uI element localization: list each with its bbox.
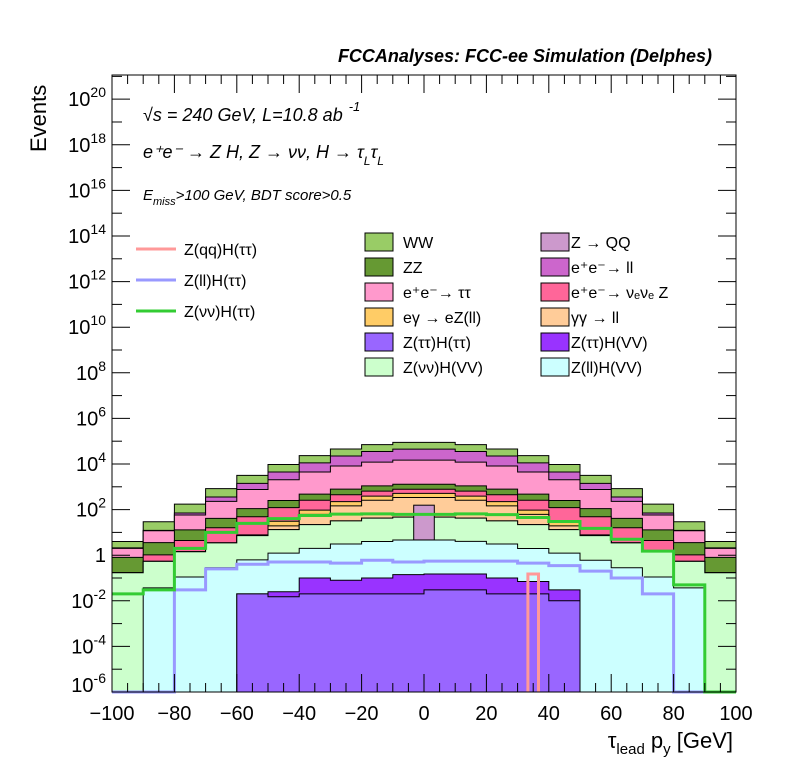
process-mid: τ <box>370 142 378 162</box>
legend-fill-swatch <box>540 282 570 302</box>
x-tick-label: 40 <box>538 703 560 725</box>
x-tick-label: 0 <box>418 703 429 725</box>
legend-fill-swatch <box>364 332 394 352</box>
sqrt-symbol: √ <box>143 105 153 125</box>
legend-fill-label: Z(νν)H(VV) <box>403 360 483 377</box>
annotation-process: e⁺e⁻ → Z H, Z → νν, H → τLτL <box>143 142 384 168</box>
y-tick-label: 1014 <box>68 221 106 248</box>
axis-ticks: −100 −80 −60 −40 −20 0 20 40 60 80 100 1020 1018 1016… <box>68 75 753 725</box>
line-z-ll-h- <box>112 558 736 694</box>
y-tick-label: 1018 <box>68 130 106 157</box>
x-tick-label: −40 <box>282 703 316 725</box>
legend-fill-swatch <box>364 232 394 252</box>
y-tick-label: 1020 <box>68 84 106 111</box>
y-tick-label: 1012 <box>68 267 106 294</box>
legend-fill-swatch <box>364 282 394 302</box>
x-tick-label: 20 <box>475 703 497 725</box>
x-tick-label: 100 <box>719 703 752 725</box>
x-tick-label: −60 <box>220 703 254 725</box>
x-axis-label: τlead py [GeV] <box>608 728 733 758</box>
y-tick-label: 102 <box>76 495 106 522</box>
legend-fill-label: e⁺e⁻→ νₑνₑ Z <box>571 285 668 302</box>
line-z-qq-h- <box>526 572 541 692</box>
legend-fill-label: WW <box>403 235 434 252</box>
legend-fill-swatch <box>540 332 570 352</box>
legend-fill-label: Z(ll)H(VV) <box>571 360 642 377</box>
y-tick-label: 104 <box>76 449 106 476</box>
legend-fill-label: Z → QQ <box>571 235 631 252</box>
cuts-sub: miss <box>153 196 176 208</box>
energy-text: s = 240 GeV, L=10.8 ab <box>153 105 343 125</box>
legend-fill-swatch <box>364 307 394 327</box>
cuts-text: >100 GeV, BDT score>0.5 <box>176 187 352 204</box>
y-axis-label: Events <box>26 85 51 152</box>
legend-fill-swatch <box>540 232 570 252</box>
line-z-h- <box>112 512 736 694</box>
y-tick-label: 1 <box>95 545 106 567</box>
annotation-energy: √s = 240 GeV, L=10.8 ab -1 <box>143 99 360 125</box>
x-tick-label: −100 <box>89 703 134 725</box>
x-label-p: p <box>645 728 663 753</box>
x-label-tau: τ <box>608 728 617 753</box>
legend-line-label: Z(ll)H(ττ) <box>184 273 246 290</box>
annotation-cuts: Emiss>100 GeV, BDT score>0.5 <box>143 187 352 208</box>
legend: Z(qq)H(ττ) Z(ll)H(ττ) Z(νν)H(ττ) WW ZZ e⁺e⁻→ … <box>136 232 668 377</box>
x-tick-label: 80 <box>662 703 684 725</box>
process-sub2: L <box>377 154 384 168</box>
legend-fill-swatch <box>540 307 570 327</box>
y-tick-label: 1010 <box>68 312 106 339</box>
y-tick-label: 1016 <box>68 175 106 202</box>
cuts-e: E <box>143 187 154 204</box>
legend-fill-swatch <box>540 257 570 277</box>
energy-sup: -1 <box>349 99 361 114</box>
y-tick-label: 106 <box>76 403 106 430</box>
x-tick-label: −20 <box>345 703 379 725</box>
legend-fill-label: ZZ <box>403 260 423 277</box>
stack-bin-z-qq <box>413 504 435 541</box>
y-tick-label: 108 <box>76 358 106 385</box>
legend-fill-swatch <box>364 257 394 277</box>
x-label-sub: lead <box>616 741 644 758</box>
x-tick-label: 60 <box>600 703 622 725</box>
chart-title: FCCAnalyses: FCC-ee Simulation (Delphes) <box>338 46 712 66</box>
y-tick-label: 10-6 <box>71 670 106 697</box>
plot-area <box>111 441 737 694</box>
legend-fill-label: Z(ττ)H(VV) <box>571 335 648 352</box>
legend-fill-label: γγ → ll <box>571 310 619 327</box>
legend-line-label: Z(νν)H(ττ) <box>184 304 255 321</box>
y-tick-label: 10-4 <box>71 631 106 658</box>
x-tick-label: −80 <box>157 703 191 725</box>
legend-fill-label: e⁺e⁻→ ττ <box>403 285 471 302</box>
legend-fill-label: Z(ττ)H(ττ) <box>403 335 471 352</box>
legend-line-label: Z(qq)H(ττ) <box>184 242 257 259</box>
process-sub1: L <box>364 154 371 168</box>
y-tick-label: 10-2 <box>71 586 106 613</box>
x-label-sub2: y <box>663 741 671 758</box>
process-text: e⁺e⁻ → Z H, Z → νν, H → τ <box>143 142 365 162</box>
legend-fill-label: e⁺e⁻→ ll <box>571 260 633 277</box>
legend-fill-swatch <box>540 357 570 377</box>
legend-fill-label: eγ → eZ(ll) <box>403 310 481 327</box>
legend-fill-swatch <box>364 357 394 377</box>
x-label-unit: [GeV] <box>671 728 733 753</box>
